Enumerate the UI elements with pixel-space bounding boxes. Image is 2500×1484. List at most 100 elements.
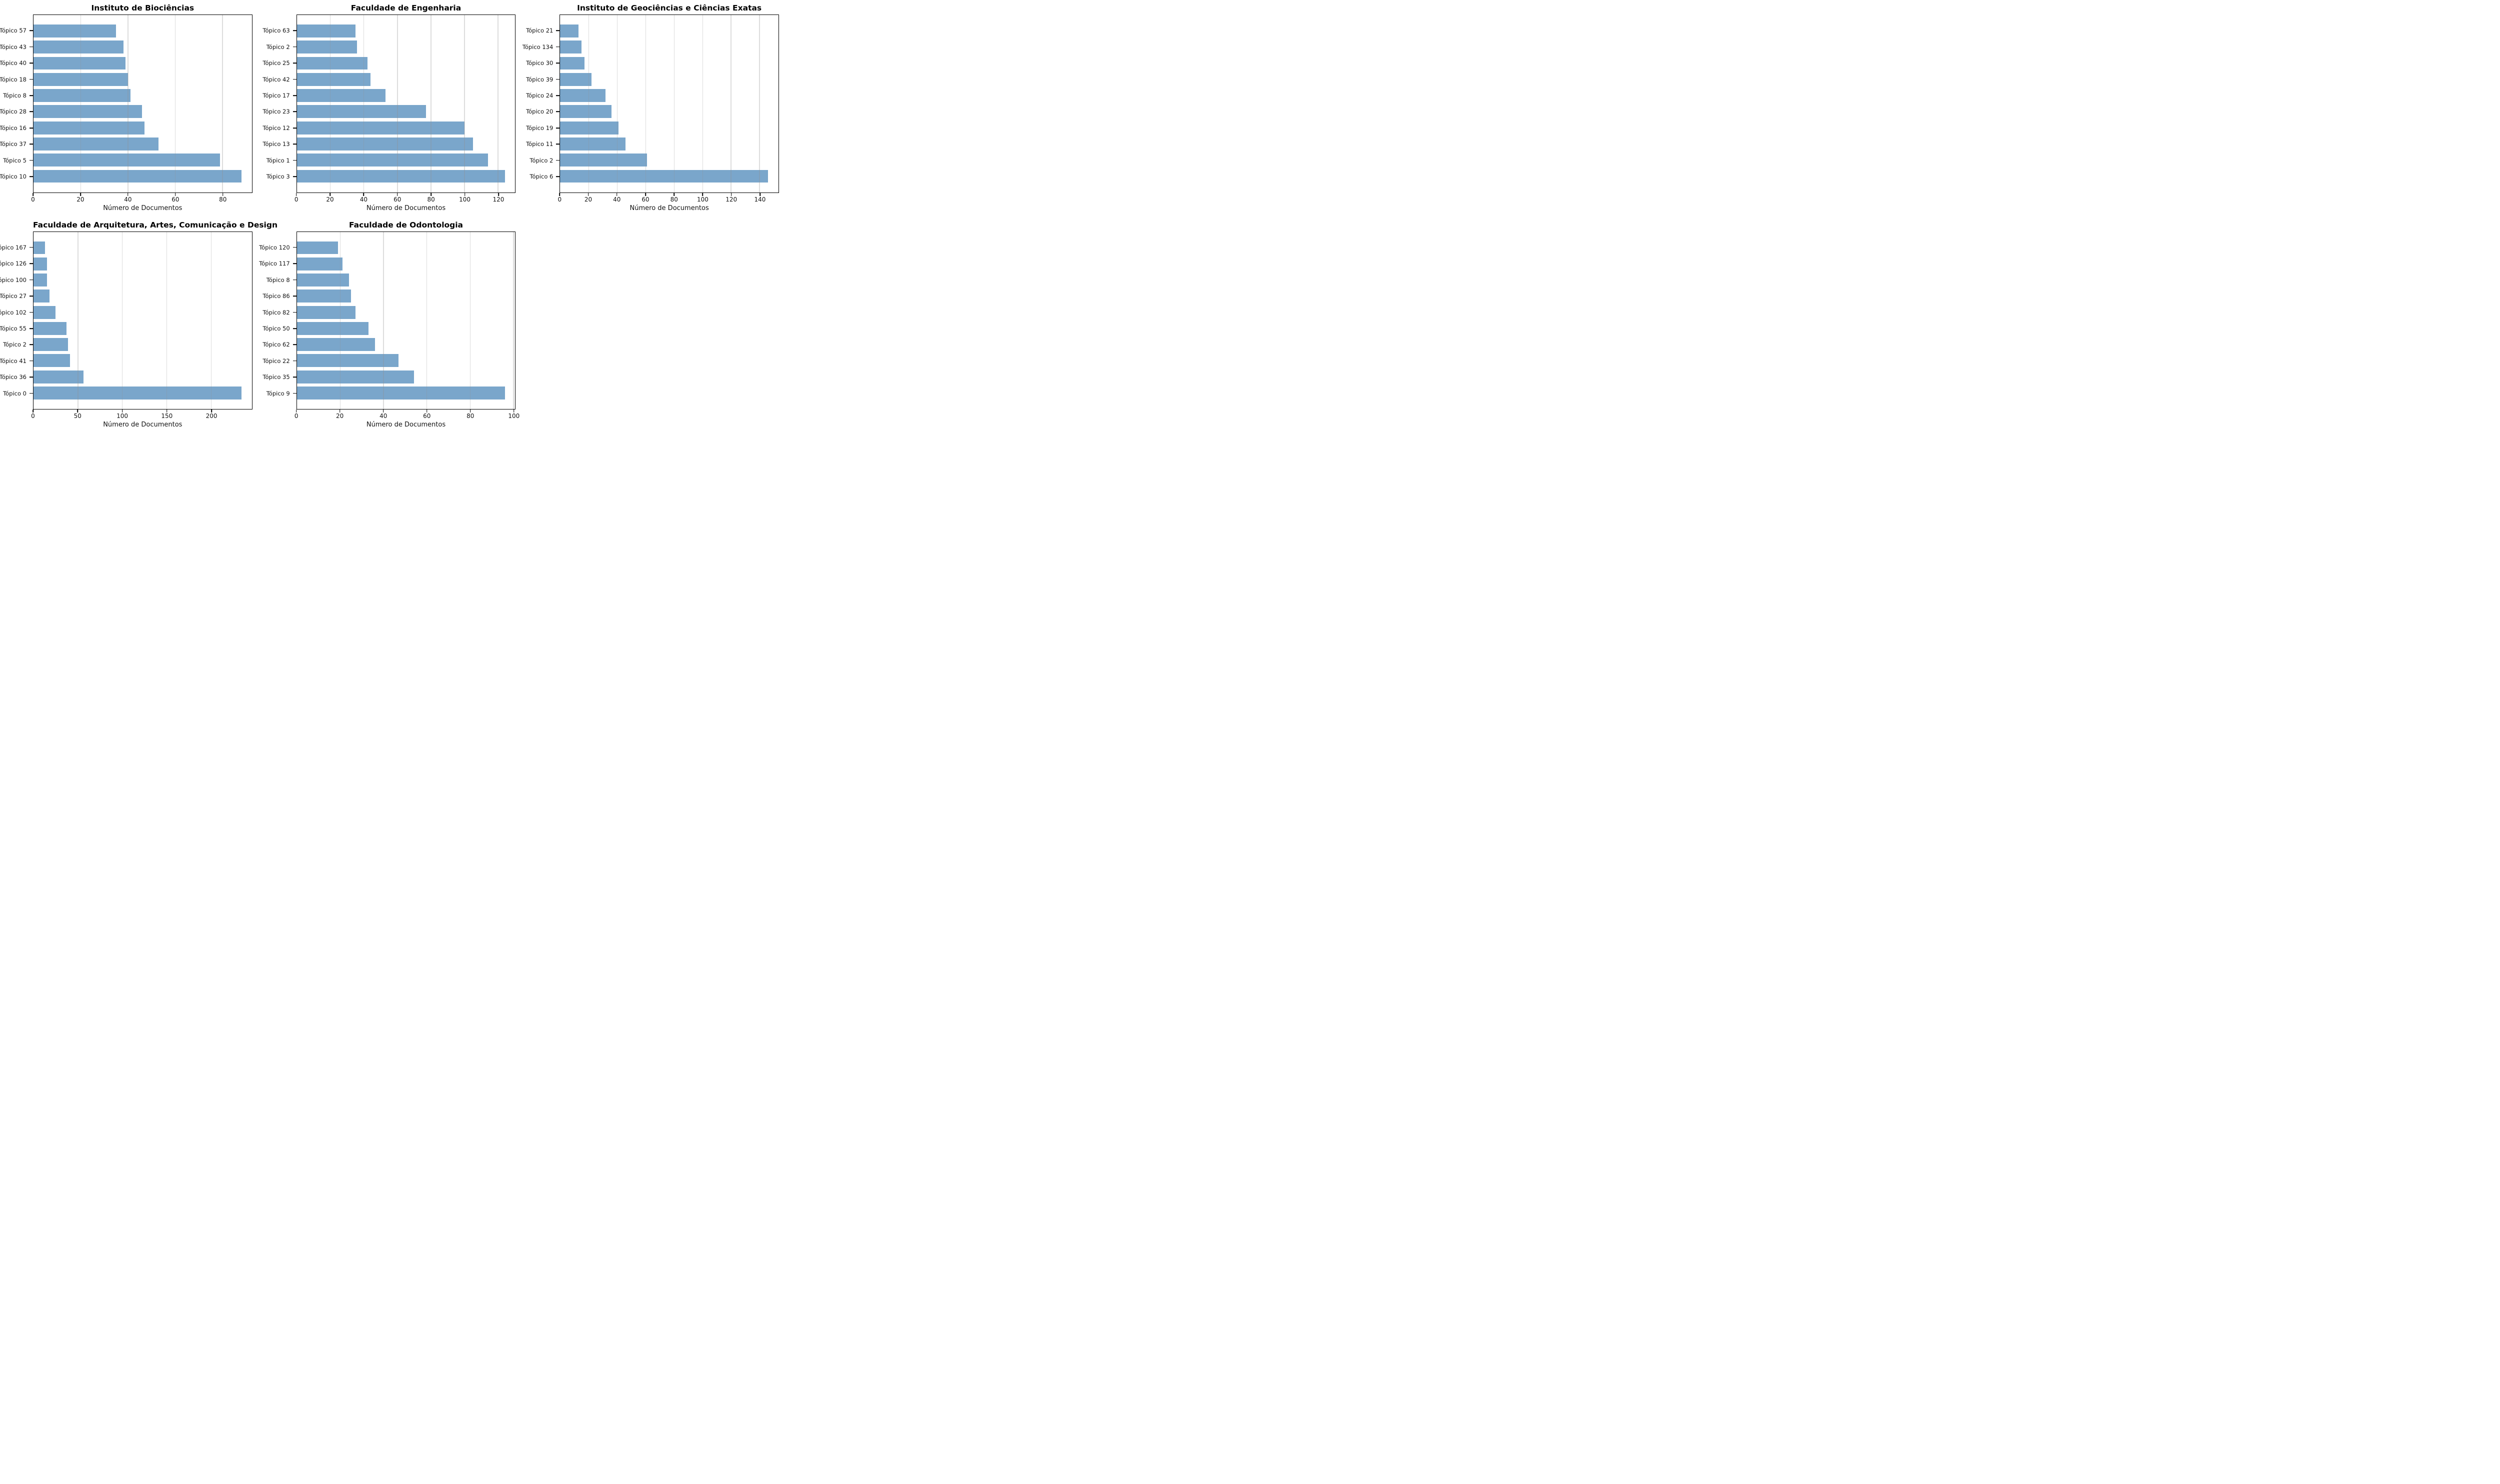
bar-topico-9 — [296, 386, 505, 400]
bar-topico-40 — [34, 56, 126, 70]
bar-topico-167 — [34, 241, 46, 254]
bar-topico-117 — [296, 257, 342, 270]
y-tick-mark — [30, 392, 33, 394]
y-tick-label: Tópico 50 — [262, 324, 290, 332]
x-tick-label: 60 — [394, 196, 402, 203]
grid-line-20 — [588, 15, 589, 192]
x-tick-mark — [296, 410, 297, 412]
y-tick-label: Tópico 62 — [262, 341, 290, 348]
x-tick-label: 100 — [116, 412, 128, 420]
bar-topico-12 — [296, 121, 465, 134]
plot-row: Tópico 21 Tópico 134 Tópico 30 Tópico 39 Tóp… — [522, 14, 779, 193]
x-axis-label: Número de Documentos — [103, 204, 182, 212]
x-tick-label: 40 — [360, 196, 368, 203]
bar-topico-22 — [296, 354, 399, 368]
x-tick-mark — [166, 410, 168, 412]
y-tick-label: Tópico 5 — [3, 156, 26, 164]
y-tick-mark — [556, 62, 560, 64]
x-tick-mark — [32, 410, 34, 412]
chart-title: Faculdade de Arquitetura, Artes, Comunic… — [33, 220, 278, 230]
x-axis-label: Número de Documentos — [366, 421, 446, 428]
x-axis: 0 20 40 60 80 100 — [294, 410, 520, 420]
bar-topico-3 — [296, 170, 505, 183]
bar-topico-13 — [296, 137, 473, 150]
y-tick-label: Tópico 37 — [0, 140, 26, 148]
bar-topico-28 — [34, 105, 142, 118]
grid-line-100 — [513, 232, 514, 409]
y-tick-label: Tópico 24 — [526, 92, 554, 100]
bar-topico-63 — [296, 24, 356, 38]
bar-topico-8 — [34, 89, 130, 102]
y-tick-mark — [292, 263, 296, 264]
grid-line-20 — [80, 15, 82, 192]
x-tick-mark — [296, 192, 297, 196]
y-tick-label: Tópico 6 — [530, 173, 554, 180]
y-tick-mark — [30, 144, 33, 145]
y-tick-label: Tópico 117 — [259, 260, 290, 268]
y-axis: Tópico 120 Tópico 117 Tópico 8 Tópico 86 Tóp… — [259, 232, 296, 410]
bar-topico-17 — [296, 89, 386, 102]
bar-topico-21 — [560, 24, 579, 38]
x-tick-mark — [426, 410, 428, 412]
x-tick-label: 60 — [642, 196, 650, 203]
y-tick-label: Tópico 2 — [3, 341, 26, 348]
x-tick-label: 0 — [294, 412, 298, 420]
y-tick-mark — [292, 46, 296, 48]
x-tick-label: 100 — [508, 412, 520, 420]
y-tick-mark — [30, 78, 33, 80]
y-tick-mark — [30, 160, 33, 161]
chart-title: Faculdade de Odontologia — [348, 220, 464, 230]
bar-topico-86 — [296, 290, 351, 303]
y-tick-label: Tópico 86 — [262, 292, 290, 300]
bar-topico-8 — [296, 274, 349, 286]
x-tick-mark — [222, 192, 224, 196]
y-tick-label: Tópico 21 — [526, 27, 554, 34]
bar-topico-120 — [296, 241, 338, 254]
bar-topico-25 — [296, 56, 368, 70]
plot-row: Tópico 63 Tópico 2 Tópico 25 Tópico 42 Tópic… — [262, 14, 516, 193]
y-tick-mark — [30, 246, 33, 248]
x-tick-mark — [645, 192, 646, 196]
grid-line-40 — [616, 15, 618, 192]
x-tick-mark — [382, 410, 384, 412]
y-tick-mark — [292, 328, 296, 329]
y-tick-mark — [30, 376, 33, 378]
x-tick-label: 0 — [558, 196, 562, 203]
bar-topico-10 — [34, 170, 242, 183]
bar-topico-102 — [34, 306, 56, 319]
bar-topico-82 — [296, 306, 356, 319]
y-tick-mark — [556, 144, 560, 145]
y-tick-label: Tópico 16 — [0, 124, 26, 132]
y-tick-label: Tópico 39 — [526, 76, 554, 83]
y-tick-label: Tópico 9 — [266, 390, 290, 397]
y-tick-mark — [30, 344, 33, 346]
y-tick-label: Tópico 55 — [0, 324, 26, 332]
chart-title: Instituto de Geociências e Ciências Exat… — [577, 4, 762, 12]
y-tick-mark — [30, 62, 33, 64]
y-tick-mark — [292, 95, 296, 96]
x-axis: 0 20 40 60 80 100 120 — [294, 192, 516, 204]
y-tick-label: Tópico 42 — [262, 76, 290, 83]
bar-topico-43 — [34, 40, 124, 54]
x-axis: 0 20 40 60 80 — [31, 192, 252, 204]
chart-panel-faculdade-de-odontologia: Faculdade de Odontologia Tópico 120 Tópico… — [259, 219, 520, 431]
y-tick-label: Tópico 100 — [0, 276, 26, 284]
y-tick-label: Tópico 3 — [266, 173, 290, 180]
y-tick-mark — [292, 30, 296, 32]
x-axis: 0 20 40 60 80 100 120 140 — [558, 192, 779, 204]
bar-topico-2 — [560, 154, 648, 167]
bar-topico-23 — [296, 105, 426, 118]
x-tick-label: 80 — [670, 196, 678, 203]
x-tick-mark — [211, 410, 212, 412]
bar-topico-6 — [560, 170, 768, 183]
y-tick-mark — [30, 95, 33, 96]
y-tick-label: Tópico 1 — [266, 156, 290, 164]
bar-topico-100 — [34, 274, 47, 286]
y-tick-mark — [30, 46, 33, 48]
x-tick-mark — [464, 192, 466, 196]
y-axis: Tópico 63 Tópico 2 Tópico 25 Tópico 42 Tópic… — [262, 14, 296, 193]
x-tick-label: 40 — [613, 196, 621, 203]
x-tick-label: 50 — [74, 412, 82, 420]
x-axis-label: Número de Documentos — [103, 421, 182, 428]
plot-area — [33, 14, 252, 193]
